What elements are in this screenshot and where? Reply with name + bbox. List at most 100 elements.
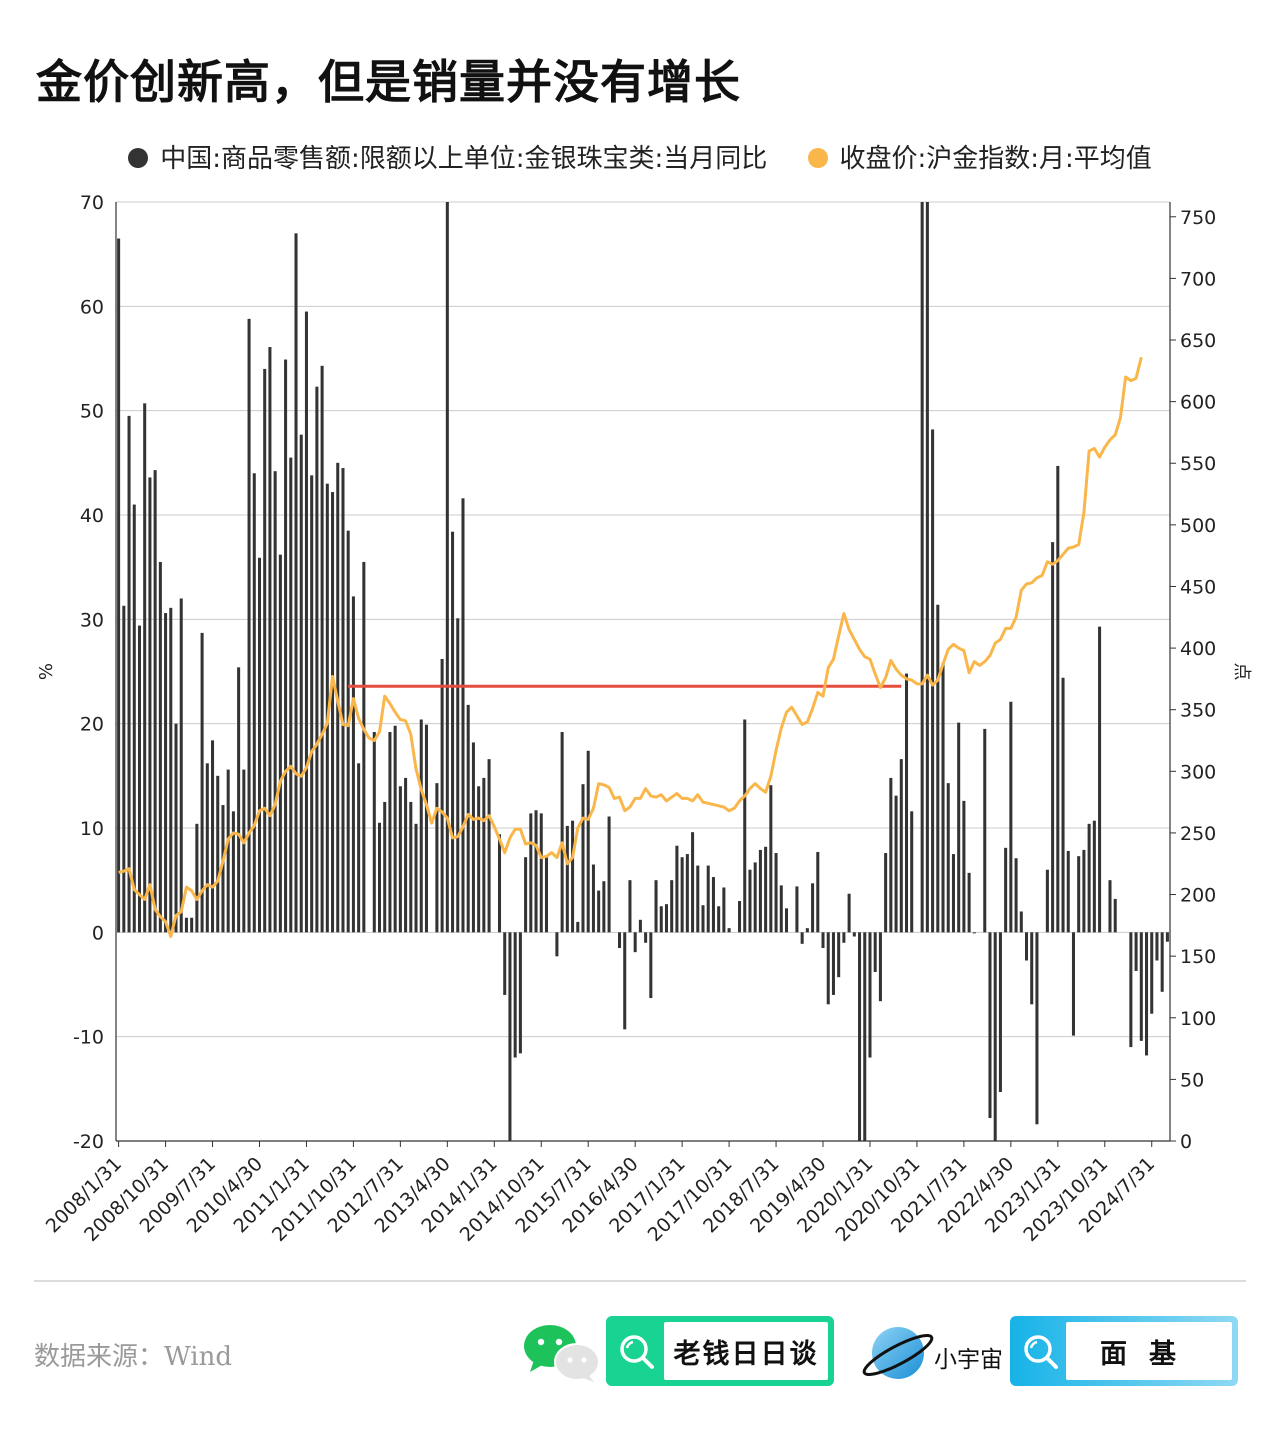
bar xyxy=(649,932,653,999)
bar xyxy=(247,318,251,933)
bar xyxy=(753,862,757,933)
bar xyxy=(696,865,700,933)
bar xyxy=(331,492,335,933)
bar xyxy=(1150,932,1154,1014)
bar xyxy=(414,823,418,933)
bar xyxy=(221,805,225,933)
bar xyxy=(482,777,486,933)
bar xyxy=(398,786,402,933)
bar xyxy=(466,704,470,933)
brand-mianji-label: 面基 xyxy=(1066,1322,1232,1380)
bar xyxy=(137,625,141,933)
gold-price-line xyxy=(118,356,1143,938)
bar xyxy=(424,724,428,933)
bar xyxy=(920,202,924,933)
bar xyxy=(299,434,303,933)
bar xyxy=(372,732,376,933)
bar xyxy=(304,311,308,933)
bar xyxy=(1009,701,1013,933)
bar xyxy=(164,613,168,933)
bar xyxy=(351,596,355,933)
bar xyxy=(284,359,288,933)
bar xyxy=(602,881,606,933)
bar xyxy=(1108,880,1112,933)
bar xyxy=(445,202,449,933)
bar xyxy=(508,932,512,1141)
bar xyxy=(268,347,272,933)
bar xyxy=(315,386,319,933)
y-left-tick-label: 60 xyxy=(80,296,104,318)
bar xyxy=(831,932,835,995)
bar xyxy=(524,857,528,933)
bar xyxy=(419,719,423,933)
bar xyxy=(1098,626,1102,933)
bar xyxy=(377,822,382,933)
bar xyxy=(837,932,841,978)
bar xyxy=(560,732,564,933)
bar xyxy=(863,932,867,1141)
bar xyxy=(257,557,262,933)
bar xyxy=(852,932,856,937)
bar xyxy=(404,777,408,933)
bar xyxy=(586,750,590,933)
y-right-tick-label: 550 xyxy=(1180,453,1216,475)
bar xyxy=(153,470,157,933)
bar xyxy=(904,673,909,933)
bar xyxy=(487,759,491,933)
y-right-tick-label: 50 xyxy=(1180,1069,1204,1091)
y-right-tick-label: 750 xyxy=(1180,207,1216,229)
bar xyxy=(1004,847,1008,933)
bar xyxy=(894,795,898,933)
bar xyxy=(727,928,731,933)
bar xyxy=(910,811,914,933)
y-right-tick-label: 100 xyxy=(1180,1008,1216,1030)
bar xyxy=(1056,465,1060,933)
bar xyxy=(1092,820,1096,933)
legend-item-gold: 收盘价:沪金指数:月:平均值 xyxy=(807,138,1152,175)
y-left-tick-label: 10 xyxy=(80,818,104,840)
legend-label-gold: 收盘价:沪金指数:月:平均值 xyxy=(839,144,1152,174)
bar xyxy=(664,904,668,933)
bar xyxy=(717,906,721,933)
bar xyxy=(231,811,235,933)
footer-divider xyxy=(34,1280,1246,1282)
bar xyxy=(529,813,533,933)
bar xyxy=(357,763,361,933)
bar xyxy=(764,846,768,933)
bar xyxy=(842,932,846,943)
bar xyxy=(847,893,851,933)
bar xyxy=(195,823,199,933)
y-right-axis-label: 点 xyxy=(1231,663,1252,681)
search-icon xyxy=(1024,1335,1058,1369)
bar xyxy=(544,857,548,933)
bar xyxy=(211,740,215,933)
bar xyxy=(393,725,397,933)
brand-mianji-button[interactable]: 面基 xyxy=(1010,1316,1238,1386)
bar xyxy=(946,783,950,933)
brand-laoqian-button[interactable]: 老钱日日谈 xyxy=(606,1316,834,1386)
bar xyxy=(1014,858,1018,933)
bar xyxy=(748,869,752,933)
bar xyxy=(1165,932,1169,942)
bar xyxy=(931,429,935,933)
bar xyxy=(278,554,282,933)
bar xyxy=(576,921,580,933)
bar xyxy=(1160,932,1164,992)
bar xyxy=(607,816,611,933)
y-left-axis-label: % xyxy=(36,663,57,680)
bar xyxy=(581,784,585,933)
bar xyxy=(644,932,648,943)
bar xyxy=(184,917,188,933)
y-right-tick-label: 350 xyxy=(1180,700,1216,722)
bar xyxy=(993,932,997,1141)
bar xyxy=(190,917,194,933)
bar-series xyxy=(117,202,1169,1141)
brand-laoqian-label: 老钱日日谈 xyxy=(664,1322,828,1380)
y-left-tick-label: 20 xyxy=(80,714,104,736)
bar xyxy=(565,825,569,933)
bar xyxy=(409,801,413,933)
bar xyxy=(670,880,674,933)
bar xyxy=(1025,932,1029,961)
bar xyxy=(659,906,663,933)
bar xyxy=(451,531,455,933)
